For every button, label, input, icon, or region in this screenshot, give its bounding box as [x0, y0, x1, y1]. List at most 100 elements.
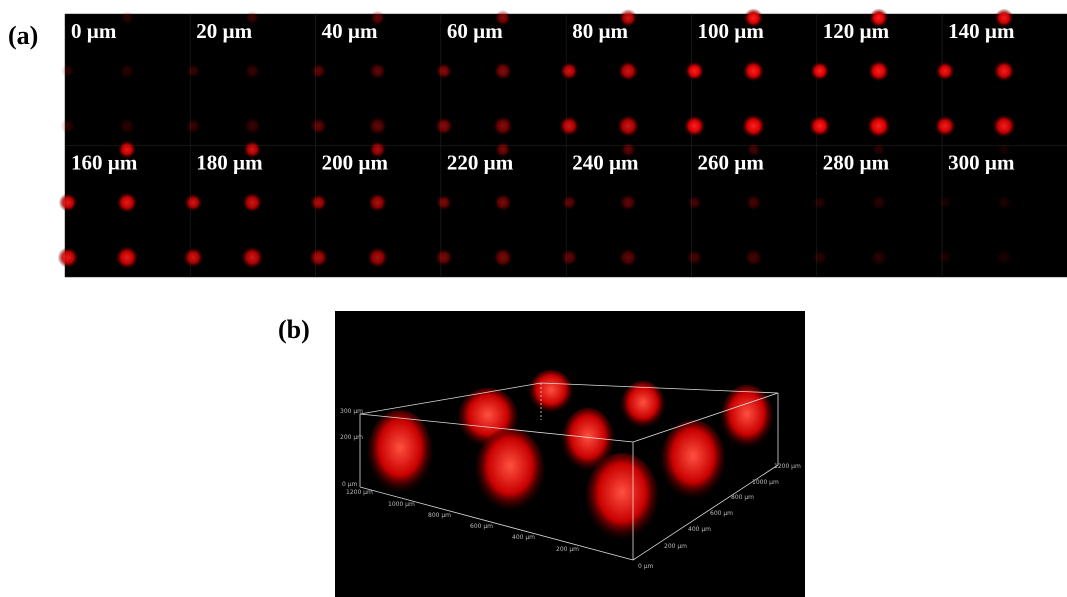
x-axis-label: 1200 µm: [346, 489, 373, 496]
cell-spot: [742, 114, 766, 138]
cell-spot: [618, 61, 638, 81]
cell-spot: [58, 247, 79, 268]
depth-tile: 80 µm: [559, 9, 691, 145]
cell-spot: [367, 247, 388, 268]
cell-spot: [812, 250, 827, 265]
cell-spot: [435, 249, 453, 267]
cell-spot: [115, 246, 138, 269]
depth-tile: 180 µm: [183, 141, 315, 277]
cell-spot: [559, 116, 579, 136]
cell-spot: [61, 64, 75, 78]
cell-spot: [117, 192, 138, 213]
z-axis-label: 0 µm: [342, 481, 358, 488]
depth-tile: 0 µm: [60, 11, 190, 145]
cell-spot: [684, 115, 706, 137]
depth-label: 160 µm: [71, 151, 138, 175]
y-axis-label: 1200 µm: [774, 463, 801, 470]
y-axis-label: 400 µm: [688, 526, 711, 533]
cell-spot: [436, 195, 452, 211]
cell-spot: [435, 117, 453, 135]
cell-spot: [813, 196, 827, 210]
x-axis-label: 600 µm: [470, 523, 493, 530]
cell-spot: [60, 118, 75, 133]
cell-spot: [311, 63, 326, 78]
cell-spot: [561, 249, 578, 266]
depth-label: 220 µm: [447, 151, 514, 175]
cell-spot: [493, 116, 513, 136]
cell-spot: [244, 117, 262, 135]
cell-spot: [810, 61, 829, 80]
cell-spot: [996, 249, 1013, 266]
depth-label: 120 µm: [823, 19, 890, 43]
cell-spot: [686, 249, 702, 265]
depth-tile: 120 µm: [809, 8, 942, 145]
cell-spot: [241, 246, 263, 268]
x-axis-label: 1000 µm: [388, 501, 415, 508]
depth-tile: 140 µm: [934, 9, 1067, 146]
cell-spot: [620, 194, 637, 211]
cell-spot: [436, 63, 452, 79]
cell-spot: [560, 62, 578, 80]
depth-label: 180 µm: [196, 151, 263, 175]
cell-spot: [493, 248, 513, 268]
cell-spot: [997, 195, 1012, 210]
cell-spot: [185, 118, 201, 134]
z-axis-label: 300 µm: [340, 408, 363, 415]
depth-label: 260 µm: [698, 151, 765, 175]
figure: 0 µm20 µm40 µm60 µm80 µm100 µm120 µm140 …: [0, 0, 1067, 597]
cell-spot: [938, 250, 953, 265]
cell-spot: [368, 117, 387, 136]
cell-spot: [993, 60, 1014, 81]
depth-tile: 300 µm: [938, 143, 1067, 277]
depth-label: 200 µm: [322, 151, 389, 175]
cell-spot: [745, 249, 763, 267]
y-axis-label: 800 µm: [731, 494, 754, 501]
cell-spot: [619, 248, 638, 267]
cell-spot: [871, 195, 886, 210]
y-axis-label: 0 µm: [638, 563, 654, 570]
x-axis-label: 200 µm: [556, 546, 579, 553]
depth-tile: 160 µm: [58, 140, 191, 277]
cell-spot: [244, 63, 260, 79]
cell-spot: [562, 195, 577, 210]
cell-spot: [186, 64, 200, 78]
depth-label: 60 µm: [447, 19, 503, 43]
cell-spot: [242, 192, 262, 212]
depth-tile: 280 µm: [812, 143, 942, 277]
depth-tile: 220 µm: [435, 142, 566, 277]
cell-spot: [992, 114, 1016, 138]
cell-spot: [870, 249, 887, 266]
cell-spot: [368, 193, 387, 212]
cell-spot: [617, 115, 639, 137]
depth-label: 300 µm: [948, 151, 1015, 175]
depth-tile: 240 µm: [561, 142, 692, 277]
panel-label: (b): [278, 315, 310, 344]
cell-spot: [59, 193, 78, 212]
depth-label: 20 µm: [196, 19, 252, 43]
depth-label: 280 µm: [823, 151, 890, 175]
depth-tile: 200 µm: [309, 141, 441, 277]
depth-label: 140 µm: [948, 19, 1015, 43]
cell-spot: [309, 248, 328, 267]
depth-label: 240 µm: [572, 151, 639, 175]
y-axis-label: 200 µm: [664, 543, 687, 550]
cell-spot: [183, 247, 203, 267]
cell-spot: [809, 115, 831, 137]
depth-tile: 60 µm: [435, 10, 566, 146]
z-axis-label: 200 µm: [340, 434, 363, 441]
cell-spot: [687, 195, 701, 209]
cell-spot: [494, 194, 512, 212]
cell-spot: [868, 60, 890, 82]
depth-label: 40 µm: [322, 19, 378, 43]
cell-spot: [310, 118, 327, 135]
panel-label: (a): [8, 21, 38, 50]
cell-spot: [938, 196, 951, 209]
depth-label: 100 µm: [698, 19, 765, 43]
depth-tile: 260 µm: [686, 142, 816, 277]
y-axis-label: 600 µm: [710, 510, 733, 517]
cell-spot: [184, 194, 202, 212]
x-axis-label: 400 µm: [512, 534, 535, 541]
cell-spot: [685, 61, 704, 80]
